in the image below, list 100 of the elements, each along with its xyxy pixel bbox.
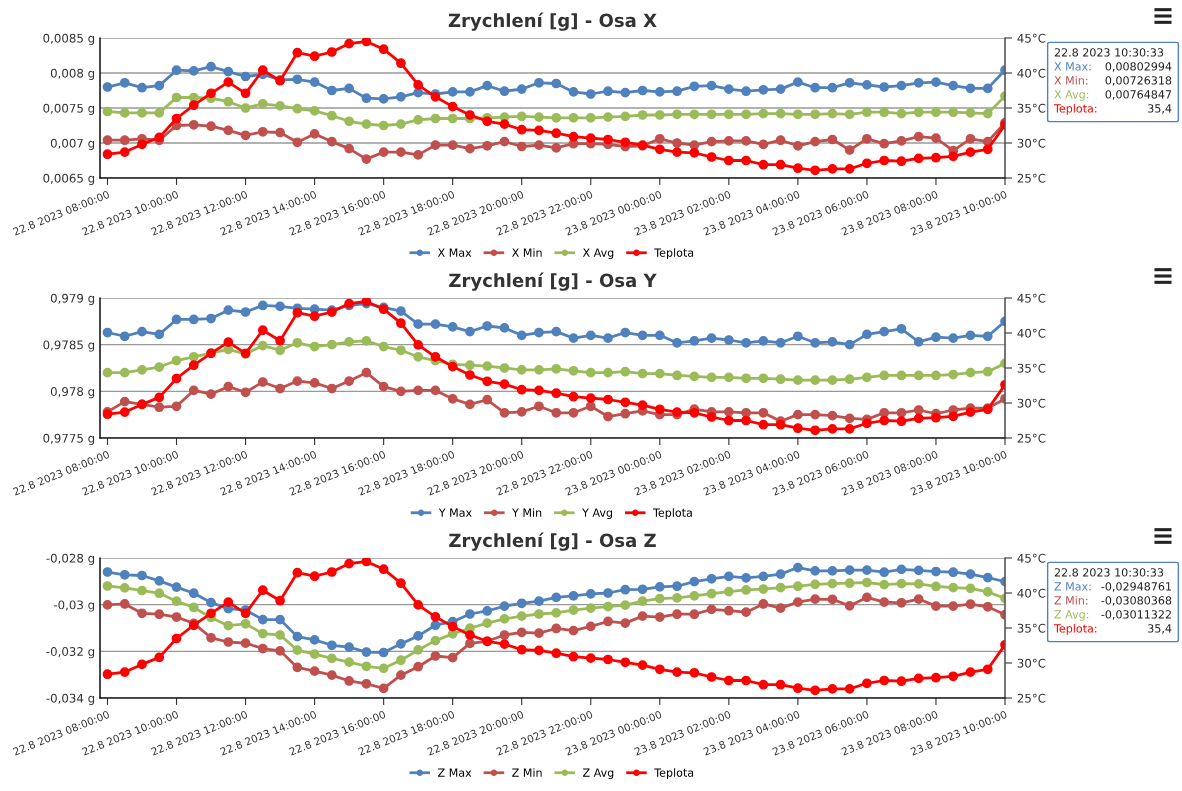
point	[896, 136, 907, 146]
point	[620, 584, 631, 595]
point	[672, 593, 682, 603]
point	[292, 307, 303, 318]
y-tick-label: -0,032 g	[46, 647, 95, 659]
point	[637, 110, 648, 120]
point	[257, 98, 268, 109]
point	[948, 601, 959, 611]
point	[637, 596, 648, 607]
point	[309, 105, 320, 116]
point	[896, 80, 907, 91]
point	[758, 336, 769, 346]
point	[534, 125, 544, 136]
point	[568, 605, 579, 615]
point	[741, 407, 751, 418]
point	[637, 368, 648, 379]
point	[534, 77, 544, 88]
point	[275, 595, 285, 606]
point	[154, 108, 165, 118]
point	[413, 661, 424, 672]
point	[775, 374, 786, 385]
point	[810, 685, 821, 696]
point	[516, 611, 527, 621]
point	[913, 337, 924, 347]
point	[378, 44, 389, 55]
point	[879, 326, 890, 337]
point	[948, 567, 959, 578]
point	[913, 565, 924, 576]
point	[171, 355, 182, 366]
point	[827, 375, 838, 385]
point	[223, 125, 234, 136]
point	[534, 609, 544, 619]
point	[206, 632, 216, 643]
point	[603, 112, 613, 122]
point	[430, 140, 441, 150]
point	[240, 88, 251, 99]
point	[982, 108, 993, 119]
point	[292, 103, 303, 114]
point	[723, 335, 734, 345]
point	[603, 616, 613, 627]
point	[361, 119, 372, 129]
point	[654, 144, 665, 155]
point	[396, 91, 406, 102]
point	[706, 672, 717, 682]
point	[551, 326, 562, 337]
point	[257, 643, 268, 654]
point	[154, 588, 165, 599]
point	[499, 363, 510, 373]
point	[637, 400, 648, 410]
point	[775, 603, 786, 614]
point	[723, 407, 734, 417]
point	[292, 631, 303, 642]
point	[637, 660, 648, 670]
point	[793, 423, 803, 434]
point	[568, 131, 579, 142]
point	[568, 87, 579, 97]
point	[723, 605, 734, 616]
point	[810, 165, 821, 176]
point	[534, 628, 544, 638]
point	[654, 110, 665, 120]
point	[827, 424, 838, 434]
point	[430, 635, 441, 646]
point	[758, 108, 769, 119]
point	[154, 609, 165, 620]
point	[171, 612, 182, 622]
point	[137, 659, 147, 670]
point	[982, 664, 993, 675]
point	[620, 366, 631, 377]
point	[188, 314, 199, 325]
point	[775, 679, 786, 690]
point	[603, 588, 613, 598]
point	[499, 630, 510, 640]
point	[516, 84, 527, 94]
point	[378, 647, 389, 658]
point	[689, 576, 700, 587]
point	[223, 96, 234, 107]
point	[551, 623, 562, 634]
y2-tick-label: 45°C	[1017, 553, 1046, 563]
point	[758, 599, 769, 609]
point	[775, 135, 786, 146]
point	[223, 381, 234, 392]
point	[672, 109, 682, 120]
y2-tick-label: 30°C	[1017, 138, 1046, 148]
point	[119, 367, 130, 378]
point	[171, 596, 182, 607]
point	[534, 596, 544, 607]
point	[758, 584, 769, 594]
point	[378, 683, 389, 694]
point	[344, 38, 354, 49]
point	[706, 152, 717, 162]
point	[793, 163, 803, 174]
legend-label: Teplota	[654, 768, 694, 779]
point	[637, 85, 648, 96]
point	[413, 351, 424, 362]
point	[585, 401, 596, 412]
point	[102, 149, 113, 160]
point	[706, 604, 717, 615]
point	[413, 87, 424, 98]
point	[896, 156, 907, 167]
point	[637, 330, 648, 341]
